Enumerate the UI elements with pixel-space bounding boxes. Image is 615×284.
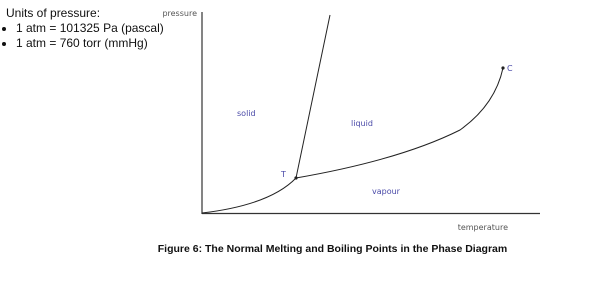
point-label: T [280, 170, 286, 179]
x-axis-label: temperature [458, 223, 508, 232]
units-note: Units of pressure: 1 atm = 101325 Pa (pa… [6, 6, 164, 51]
boiling-curve [295, 67, 504, 179]
point-label: C [507, 64, 513, 73]
note-item: 1 atm = 760 torr (mmHg) [16, 36, 164, 51]
triple-point [294, 176, 298, 180]
note-heading: Units of pressure: [6, 6, 101, 20]
melting-curve [295, 14, 331, 179]
region-label: vapour [372, 187, 401, 196]
sublimation-curve [201, 177, 297, 214]
region-label: solid [237, 109, 256, 118]
y-axis-label: pressure [162, 9, 197, 18]
figure-caption: Figure 6: The Normal Melting and Boiling… [157, 243, 508, 255]
region-label: liquid [351, 119, 373, 128]
note-list: 1 atm = 101325 Pa (pascal) 1 atm = 760 t… [6, 21, 164, 51]
note-item: 1 atm = 101325 Pa (pascal) [16, 21, 164, 36]
critical-point [501, 66, 505, 70]
